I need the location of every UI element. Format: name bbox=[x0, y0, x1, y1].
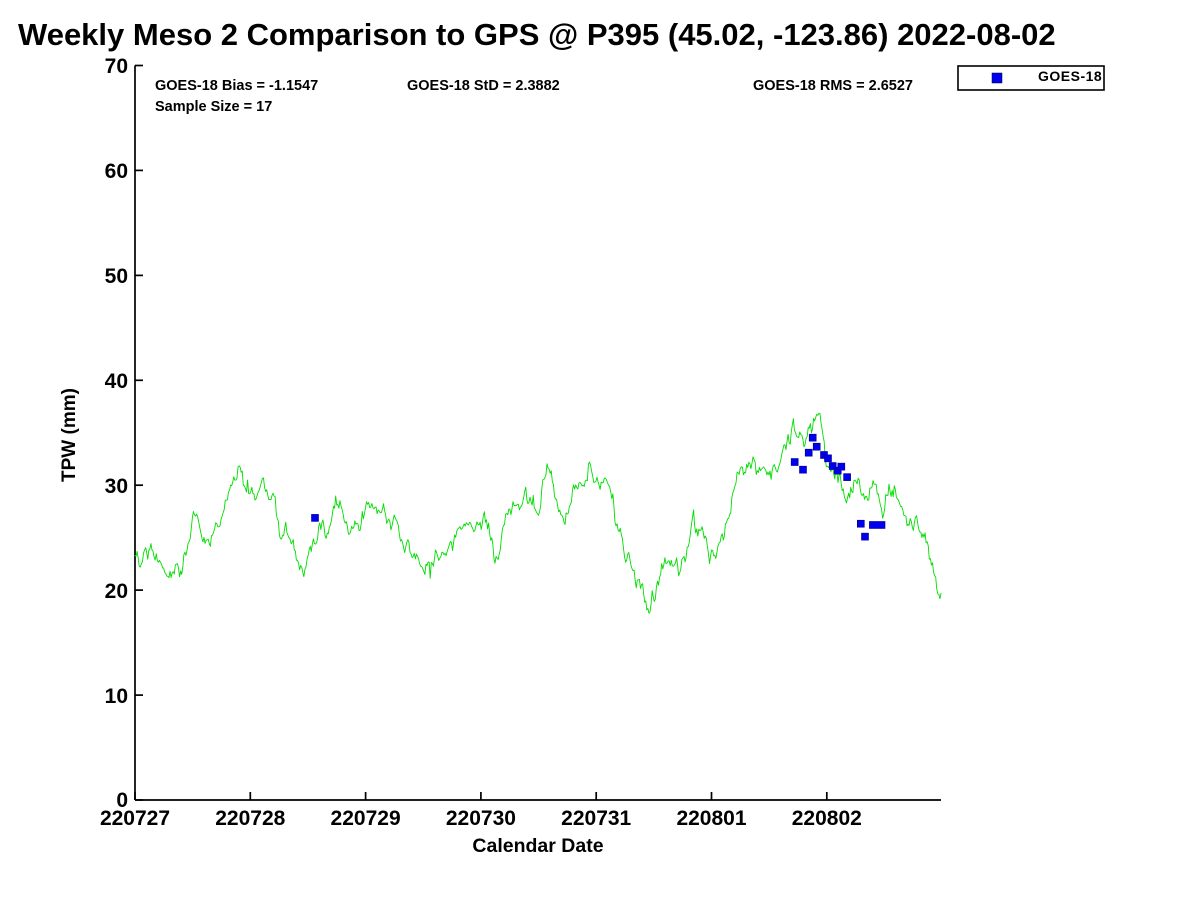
svg-text:220728: 220728 bbox=[215, 807, 285, 830]
svg-text:GOES-18: GOES-18 bbox=[1038, 68, 1102, 84]
svg-text:TPW (mm): TPW (mm) bbox=[59, 388, 80, 482]
svg-text:Weekly Meso 2 Comparison to GP: Weekly Meso 2 Comparison to GPS @ P395 (… bbox=[18, 17, 1056, 52]
svg-text:Calendar Date: Calendar Date bbox=[472, 835, 603, 857]
svg-text:60: 60 bbox=[105, 160, 128, 183]
svg-text:220727: 220727 bbox=[100, 807, 170, 830]
svg-text:220802: 220802 bbox=[792, 807, 862, 830]
svg-text:70: 70 bbox=[105, 55, 128, 78]
svg-text:220729: 220729 bbox=[331, 807, 401, 830]
svg-text:220730: 220730 bbox=[446, 807, 516, 830]
svg-text:GOES-18 StD = 2.3882: GOES-18 StD = 2.3882 bbox=[407, 78, 560, 94]
svg-text:GOES-18 Bias = -1.1547: GOES-18 Bias = -1.1547 bbox=[155, 78, 318, 94]
svg-text:10: 10 bbox=[105, 685, 128, 708]
svg-text:40: 40 bbox=[105, 370, 128, 393]
svg-text:30: 30 bbox=[105, 475, 128, 498]
svg-text:20: 20 bbox=[105, 580, 128, 603]
svg-text:220801: 220801 bbox=[676, 807, 746, 830]
svg-text:GOES-18 RMS = 2.6527: GOES-18 RMS = 2.6527 bbox=[753, 78, 913, 94]
svg-text:220731: 220731 bbox=[561, 807, 631, 830]
svg-text:Sample Size = 17: Sample Size = 17 bbox=[155, 99, 272, 115]
svg-text:50: 50 bbox=[105, 265, 128, 288]
